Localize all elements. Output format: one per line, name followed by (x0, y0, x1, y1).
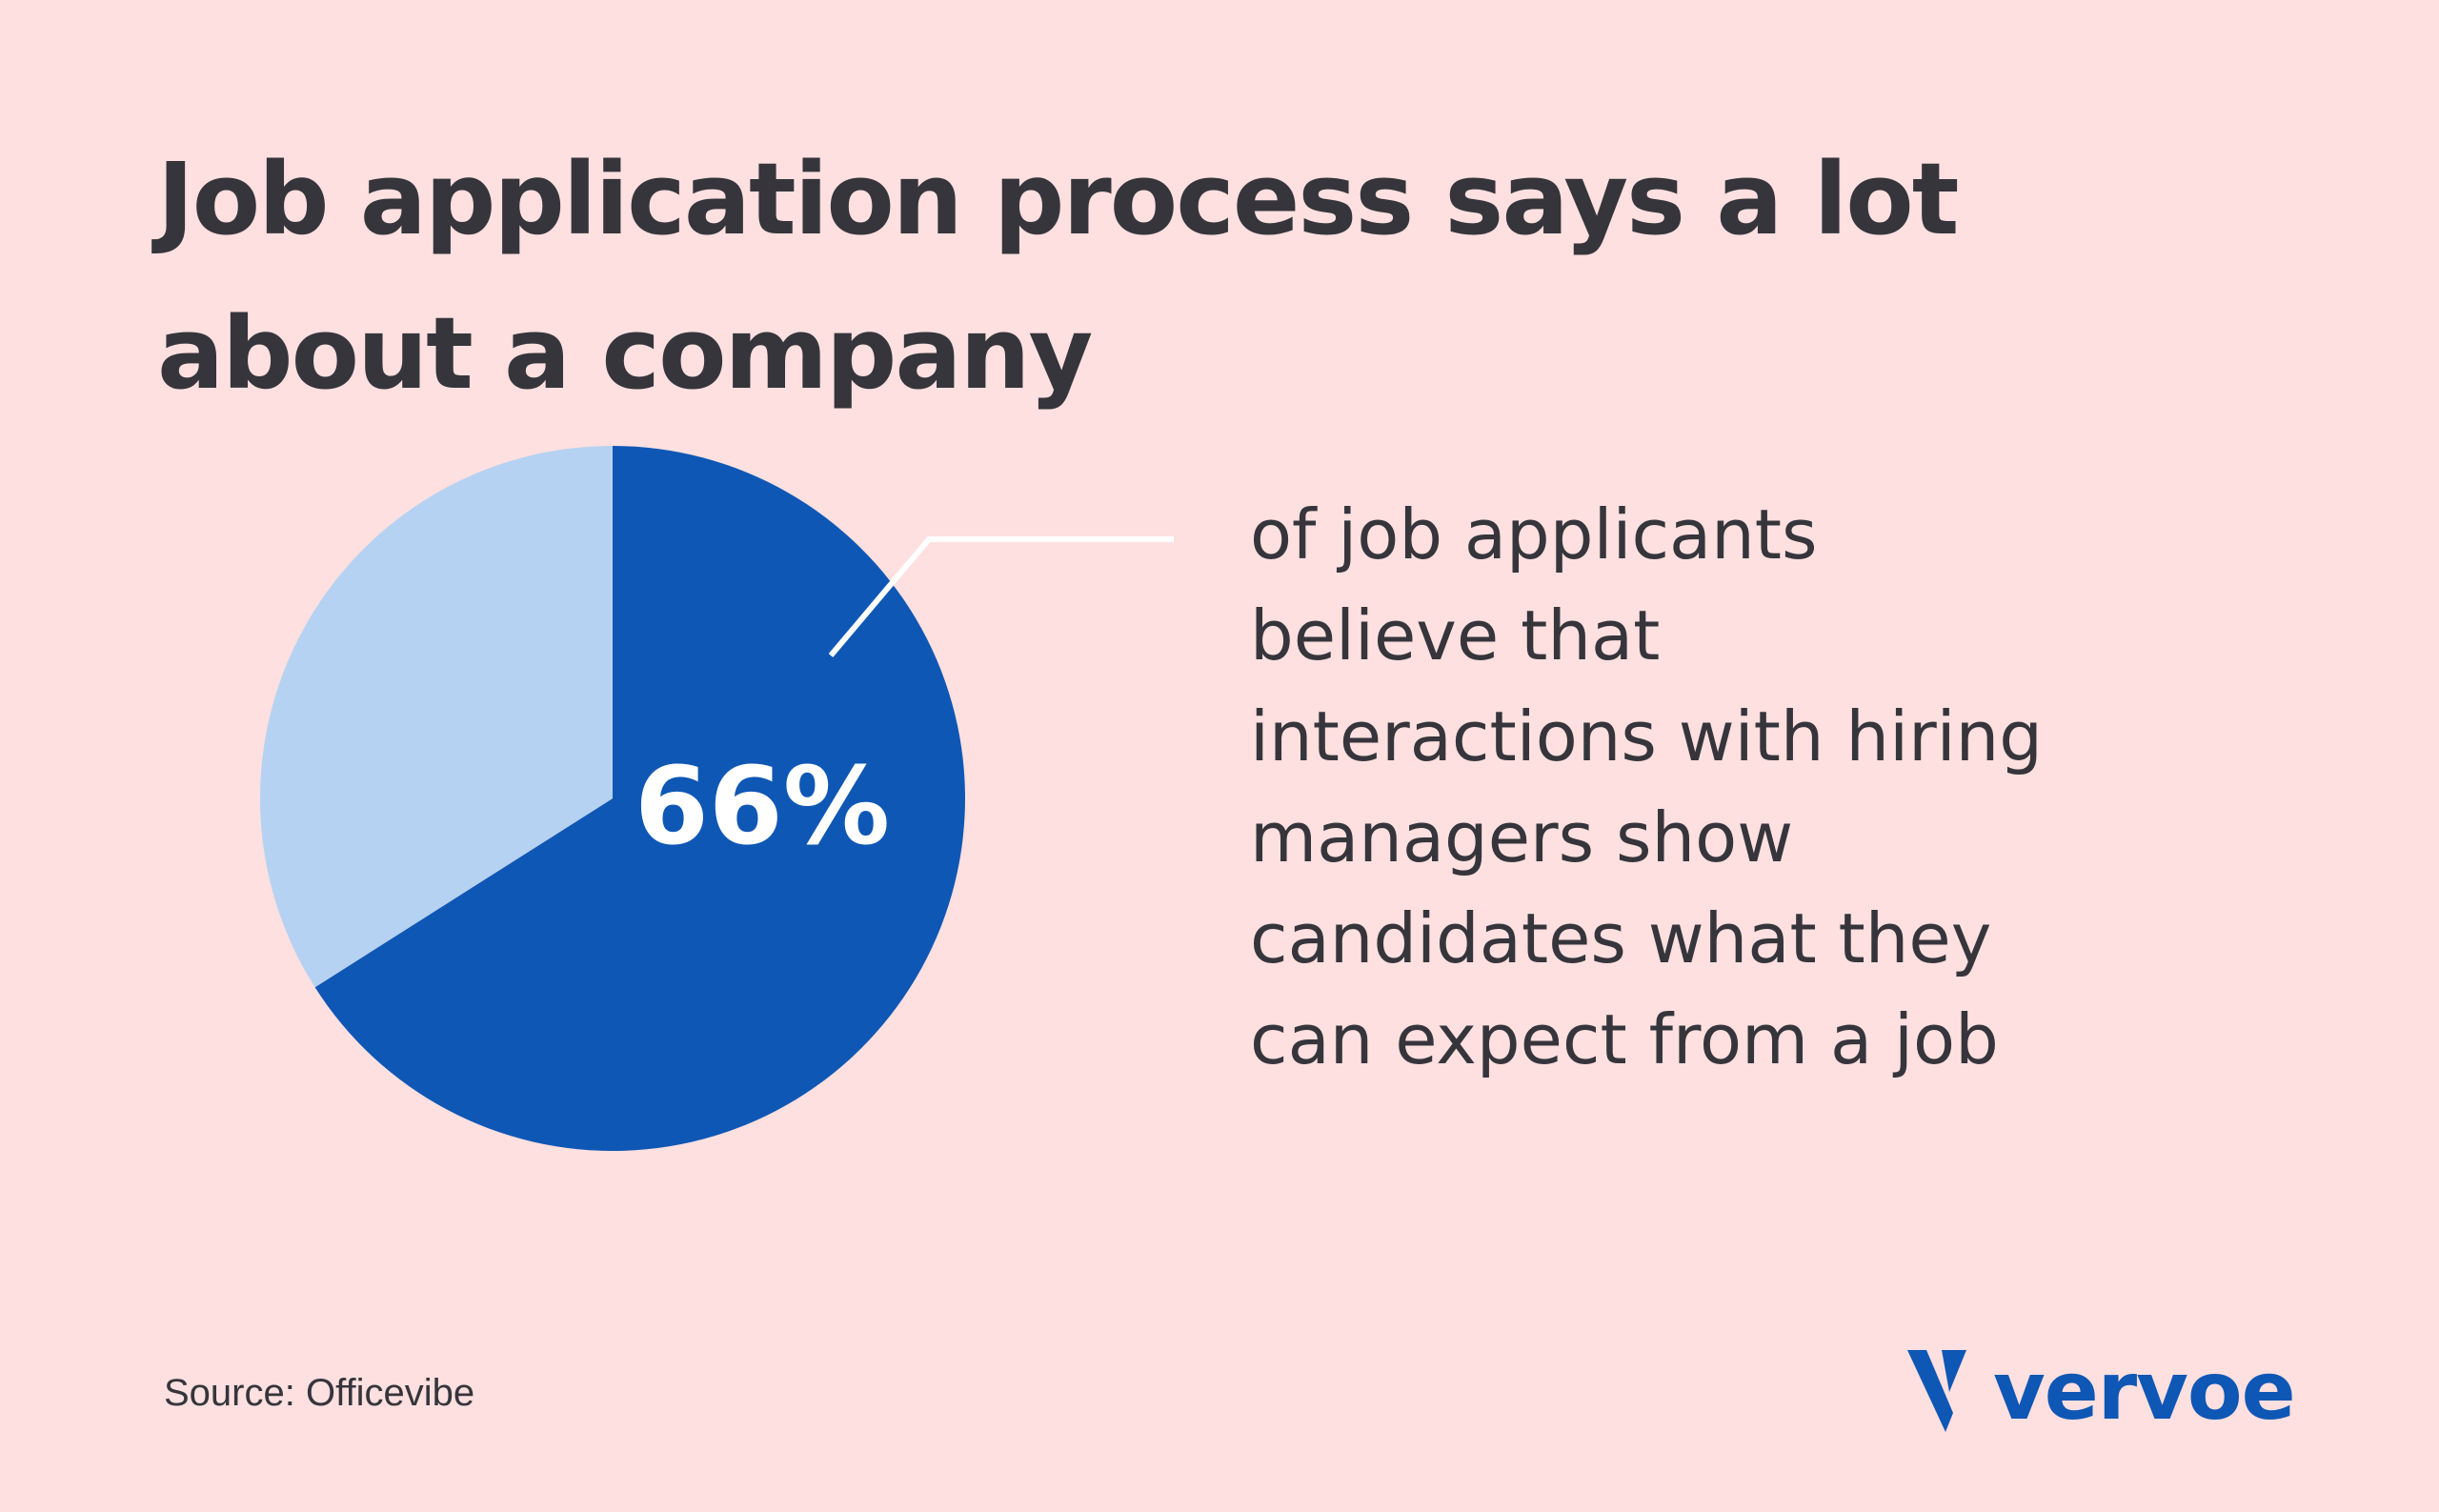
callout-leader-line (828, 536, 1174, 657)
description-line-1: of job applicants (1250, 494, 1818, 575)
stat-description: of job applicants believe that interacti… (1250, 484, 2393, 1090)
description-line-5: candidates what they (1250, 898, 1992, 978)
title-line-2: about a company (157, 295, 1093, 412)
description-line-6: can expect from a job (1250, 999, 1999, 1079)
vervoe-logo: vervoe (1907, 1343, 2296, 1439)
vervoe-v-logo-icon (1907, 1350, 1966, 1432)
logo-wordmark: vervoe (1993, 1344, 2296, 1438)
description-line-4: managers show (1250, 797, 1794, 877)
page-title: Job application process says a lot about… (157, 122, 2301, 431)
description-line-3: interactions with hiring (1250, 696, 2044, 776)
description-line-2: believe that (1250, 595, 1661, 675)
title-line-1: Job application process says a lot (157, 141, 1959, 257)
pie-slice-66-percent (314, 446, 965, 1151)
pie-percent-label: 66% (635, 745, 890, 869)
pie-slice-34-percent (259, 446, 613, 988)
source-credit: Source: Officevibe (164, 1372, 475, 1414)
